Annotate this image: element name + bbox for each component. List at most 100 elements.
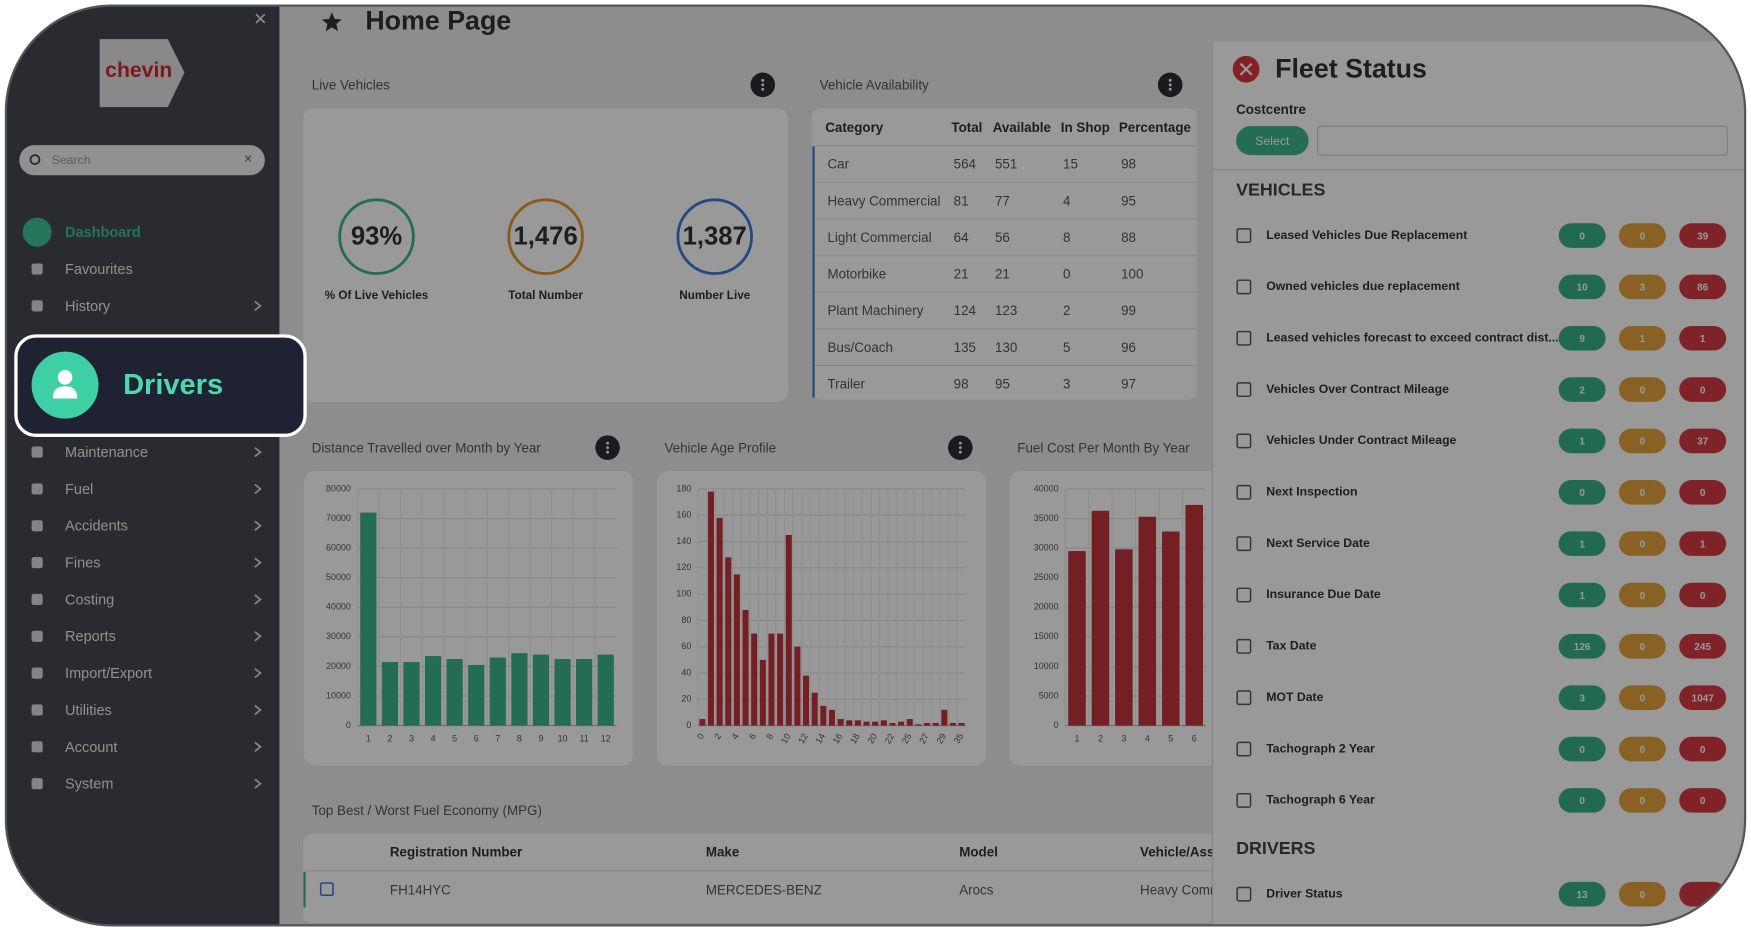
menu-item[interactable]: Fuel: [65, 482, 93, 498]
menu-item[interactable]: Import/Export: [65, 666, 152, 682]
count-pill[interactable]: [1558, 634, 1606, 659]
count-pill[interactable]: [1679, 428, 1727, 454]
costcentre-input[interactable]: [1316, 125, 1728, 156]
count-value: 1: [1640, 334, 1646, 345]
menu-item[interactable]: Fines: [65, 556, 100, 572]
count-pill[interactable]: [1558, 377, 1606, 402]
edit-icon[interactable]: [1236, 279, 1252, 295]
count-pill[interactable]: [1558, 582, 1606, 608]
chart-title: Fuel Cost Per Month By Year: [1017, 440, 1190, 455]
select-button[interactable]: [1236, 126, 1309, 156]
star-icon: [321, 12, 342, 32]
edit-icon[interactable]: [1236, 484, 1252, 500]
count-value: 2: [1579, 385, 1585, 396]
count-pill[interactable]: [1679, 531, 1727, 556]
bar: [424, 656, 442, 726]
count-pill[interactable]: [1679, 480, 1727, 505]
y-tick-label: 160: [676, 510, 691, 520]
x-tick-label: 3: [1121, 733, 1126, 743]
count-pill[interactable]: [1558, 881, 1606, 907]
count-pill[interactable]: [1618, 531, 1666, 556]
count-pill[interactable]: [1618, 685, 1666, 710]
menu-item[interactable]: Account: [65, 740, 117, 756]
driver-icon-body: [52, 386, 78, 399]
table-cell: 4: [1063, 193, 1071, 208]
count-pill[interactable]: [1679, 377, 1727, 402]
table-cell: Trailer: [827, 376, 865, 391]
count-pill[interactable]: [1558, 325, 1606, 351]
count-pill[interactable]: [1618, 881, 1666, 907]
count-value: 0: [1640, 693, 1646, 704]
count-pill[interactable]: [1558, 788, 1606, 813]
menu-item[interactable]: Maintenance: [65, 445, 148, 461]
close-icon[interactable]: ×: [254, 6, 267, 31]
count-pill[interactable]: [1618, 480, 1666, 505]
menu-dot: [958, 441, 962, 445]
edit-icon[interactable]: [1236, 638, 1252, 654]
count-pill[interactable]: [1679, 736, 1727, 762]
count-pill[interactable]: [1558, 428, 1606, 454]
edit-icon[interactable]: [319, 882, 334, 897]
table-cell: 2: [1063, 303, 1070, 318]
count-pill[interactable]: [1679, 274, 1727, 300]
count-value: 0: [1640, 890, 1646, 901]
count-pill[interactable]: [1618, 428, 1666, 454]
count-pill[interactable]: [1558, 531, 1606, 556]
menu-item[interactable]: Favourites: [65, 262, 133, 278]
stat-ring: [676, 198, 753, 275]
count-pill[interactable]: [1618, 223, 1666, 248]
edit-icon[interactable]: [1236, 228, 1252, 243]
count-pill[interactable]: [1679, 685, 1727, 710]
edit-icon[interactable]: [1236, 330, 1252, 346]
menu-dot: [606, 441, 610, 445]
count-pill[interactable]: [1618, 736, 1666, 762]
count-pill[interactable]: [1679, 223, 1727, 248]
count-pill[interactable]: [1558, 480, 1606, 505]
count-pill[interactable]: [1679, 325, 1727, 351]
search-clear: ×: [244, 151, 252, 167]
table-cell: 564: [954, 157, 977, 172]
x-tick-label: 16: [831, 732, 845, 746]
count-pill[interactable]: [1558, 685, 1606, 710]
count-pill[interactable]: [1679, 788, 1727, 813]
count-pill[interactable]: [1618, 634, 1666, 659]
y-tick-label: 50000: [326, 572, 351, 582]
menu-item[interactable]: Costing: [65, 592, 114, 608]
menu-item[interactable]: History: [65, 299, 111, 315]
count-pill[interactable]: [1618, 325, 1666, 351]
menu-item[interactable]: Utilities: [65, 703, 112, 719]
edit-icon[interactable]: [1236, 433, 1252, 449]
table-cell: Light Commercial: [827, 230, 931, 245]
card: [811, 108, 1197, 400]
bar: [898, 721, 905, 726]
count-pill[interactable]: [1679, 634, 1727, 659]
search-box[interactable]: [19, 145, 265, 176]
count-pill[interactable]: [1618, 788, 1666, 813]
menu-item[interactable]: Reports: [65, 629, 116, 645]
edit-icon[interactable]: [1236, 792, 1252, 808]
menu-item[interactable]: Dashboard: [65, 225, 141, 241]
bar: [880, 720, 887, 726]
menu-item[interactable]: System: [65, 777, 113, 793]
y-tick-label: 15000: [1034, 631, 1059, 641]
count-pill[interactable]: [1618, 377, 1666, 402]
menu-item[interactable]: Accidents: [65, 519, 128, 535]
edit-icon[interactable]: [1236, 536, 1252, 552]
edit-icon[interactable]: [1236, 690, 1252, 706]
count-pill[interactable]: [1558, 736, 1606, 762]
edit-icon[interactable]: [1236, 741, 1252, 757]
count-pill[interactable]: [1558, 223, 1606, 248]
highlight-box[interactable]: [14, 334, 307, 438]
edit-icon[interactable]: [1236, 886, 1252, 902]
x-tick-label: 3: [409, 733, 414, 743]
count-pill[interactable]: [1558, 274, 1606, 300]
count-pill[interactable]: [1618, 274, 1666, 300]
x-tick-label: 11: [580, 733, 589, 743]
edit-icon[interactable]: [1236, 587, 1252, 603]
count-pill[interactable]: [1679, 582, 1727, 608]
y-tick-label: 35000: [1034, 513, 1059, 523]
count-pill[interactable]: [1618, 582, 1666, 608]
edit-icon[interactable]: [1236, 382, 1252, 398]
y-tick-label: 60000: [326, 542, 351, 552]
